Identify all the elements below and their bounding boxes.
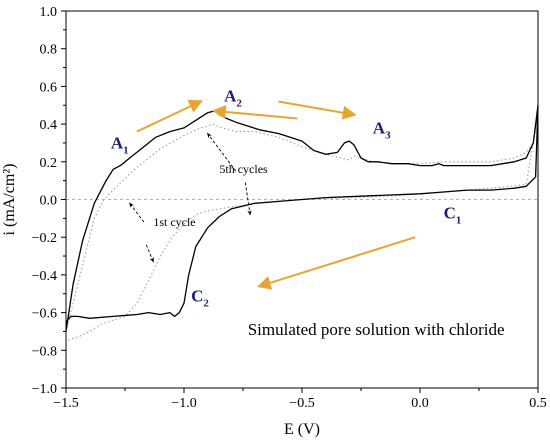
y-axis-label: i (mA/cm²) [1, 164, 18, 236]
pointer-arrow [206, 132, 237, 172]
y-tick-label: −0.8 [32, 344, 57, 359]
y-tick-label: −1.0 [32, 382, 57, 397]
x-tick-label: −1.0 [171, 396, 196, 411]
pointer-arrow [145, 244, 154, 263]
direction-arrow [278, 100, 357, 120]
x-tick-label: −1.5 [53, 396, 78, 411]
x-tick-label: 0.5 [529, 396, 547, 411]
y-tick-label: 0.8 [40, 43, 58, 58]
peak-label: C1 [444, 203, 462, 226]
y-tick-label: 0.6 [40, 80, 58, 95]
direction-arrow [211, 104, 298, 120]
direction-arrow [256, 236, 416, 290]
series-line-5th-cycles [65, 104, 539, 332]
x-tick-label: −0.5 [289, 396, 314, 411]
x-tick-label: 0.0 [411, 396, 429, 411]
peak-label: A2 [224, 86, 242, 109]
peak-label: A1 [111, 134, 129, 157]
y-tick-label: 1.0 [40, 5, 58, 20]
y-tick-label: −0.6 [32, 307, 57, 322]
annotation-text: 5th cycles [219, 162, 268, 176]
pointer-arrow [244, 182, 252, 216]
y-tick-label: −0.4 [32, 269, 57, 284]
peak-label: A3 [373, 119, 391, 142]
direction-arrow [136, 99, 204, 133]
annotation-text: 1st cycle [153, 215, 195, 229]
series-line-1st-cycle [65, 114, 539, 342]
pointer-arrow [129, 202, 145, 223]
x-axis-label: E (V) [284, 421, 320, 438]
y-tick-label: 0.0 [40, 194, 58, 209]
y-tick-label: 0.4 [40, 118, 58, 133]
peak-label: C2 [191, 286, 209, 309]
annotation-text: Simulated pore solution with chloride [248, 320, 505, 339]
y-tick-label: 0.2 [40, 156, 58, 171]
y-tick-label: −0.2 [32, 231, 57, 246]
